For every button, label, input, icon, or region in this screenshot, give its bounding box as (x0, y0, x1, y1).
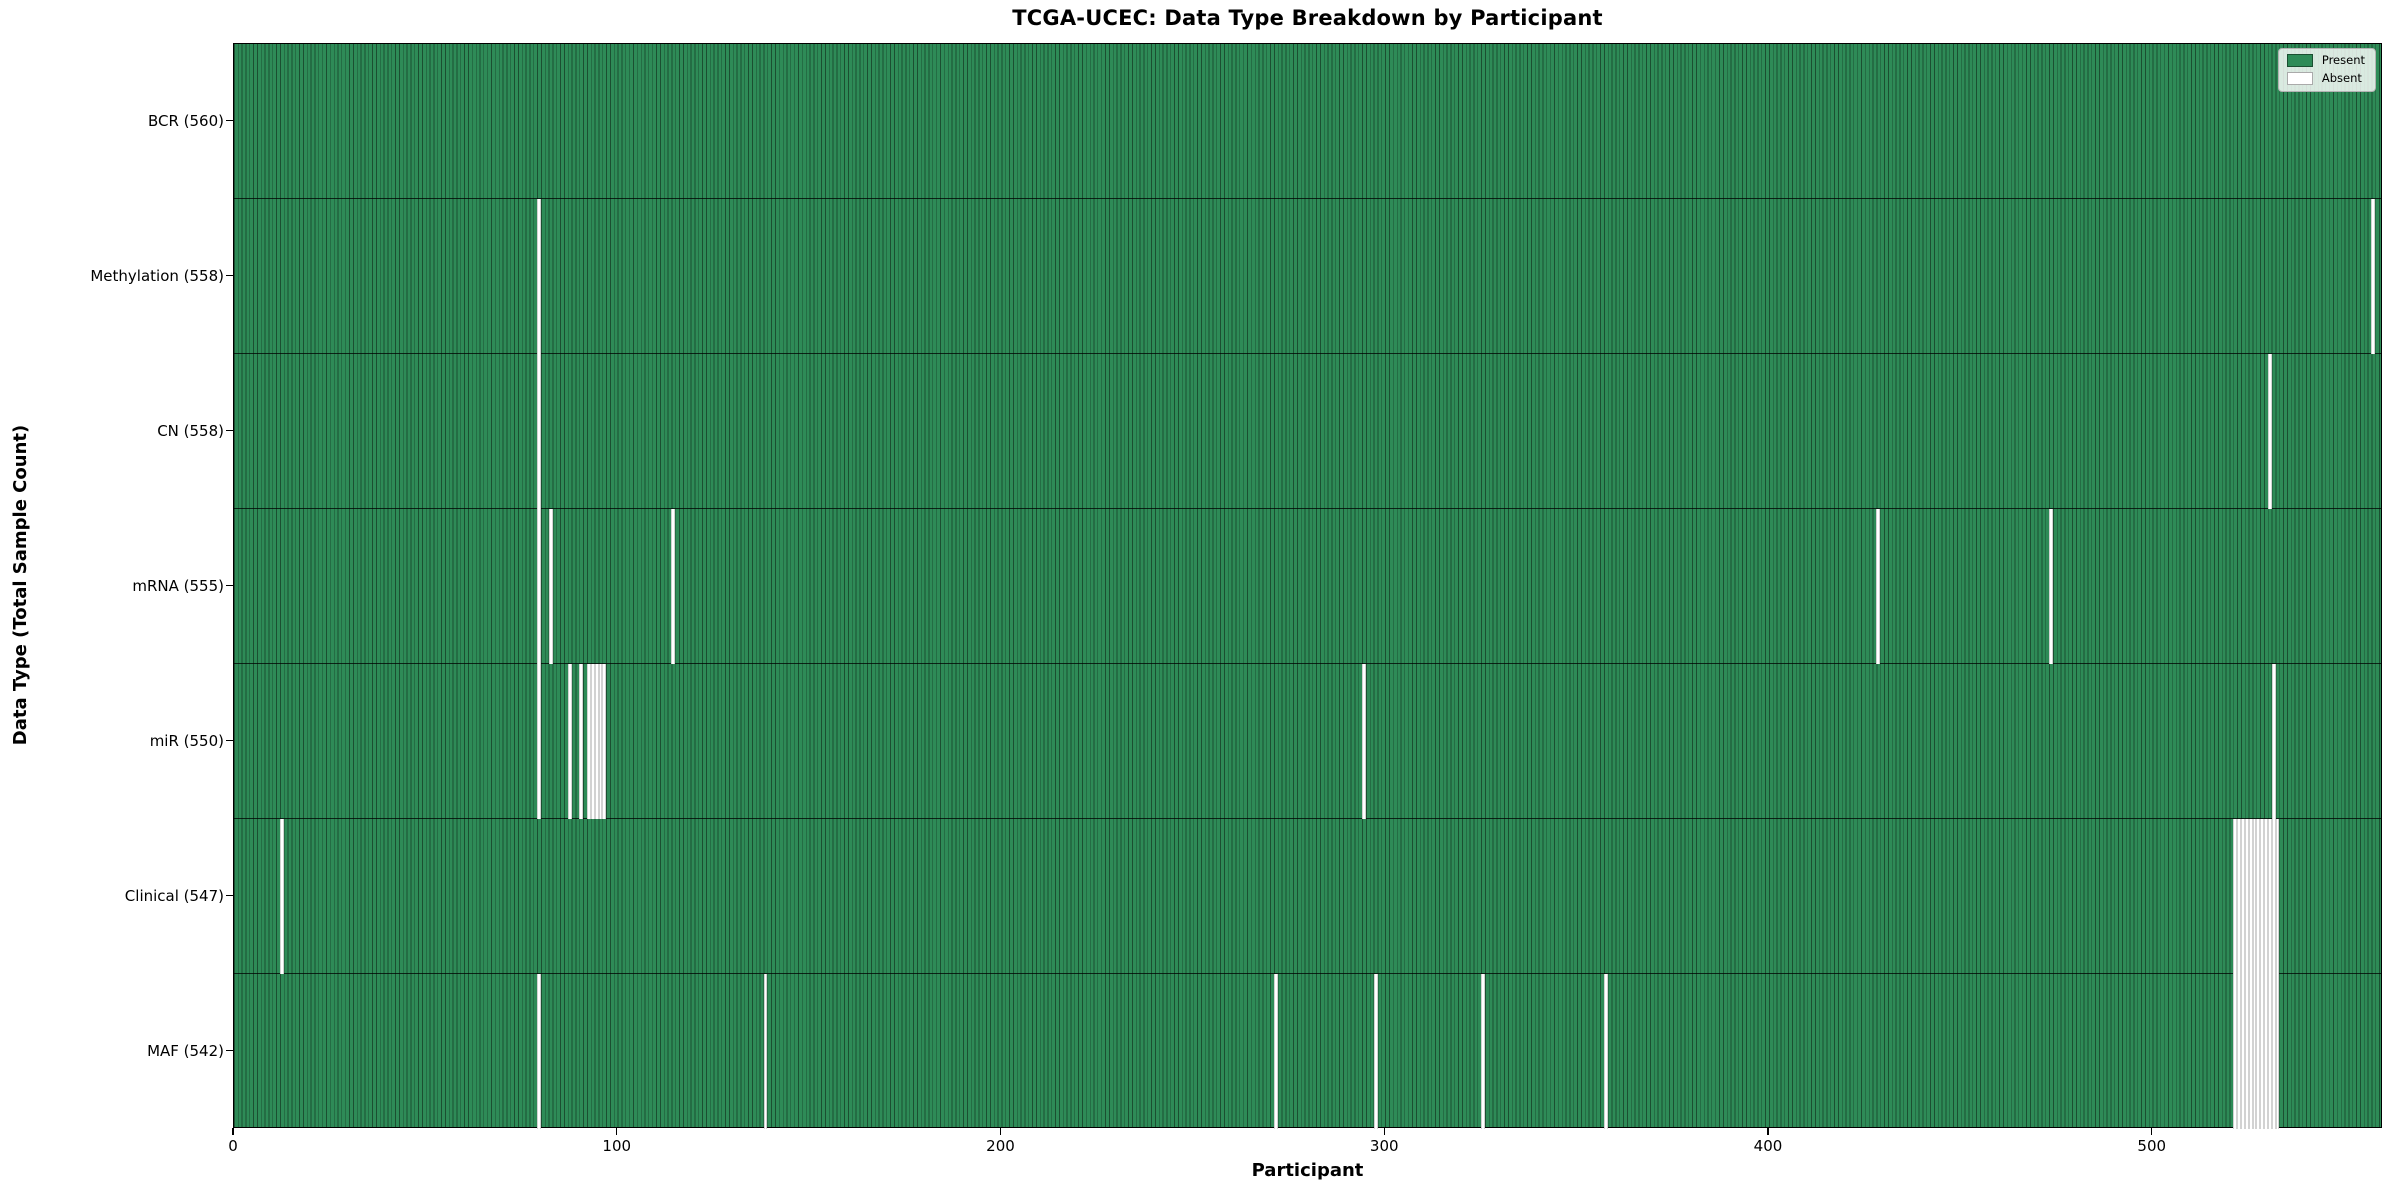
y-tick-mark (226, 119, 233, 122)
absent-bar (2241, 974, 2245, 1129)
absent-bar (2233, 974, 2238, 1129)
datatype-row-cn (234, 354, 2381, 509)
x-tick-mark (2151, 1128, 2153, 1135)
y-tick-mark (226, 584, 233, 587)
absent-bar (537, 354, 541, 509)
absent-bar (2252, 819, 2257, 974)
legend-entry: Present (2286, 53, 2365, 67)
legend: Present Absent (2277, 48, 2376, 92)
x-tick-mark (1767, 1128, 1769, 1135)
legend-swatch-icon (2286, 54, 2313, 67)
absent-bar (2260, 819, 2265, 974)
absent-bar (2271, 664, 2276, 819)
y-tick-mark (226, 429, 233, 432)
x-tick-mark (999, 1128, 1002, 1135)
y-tick-mark (226, 739, 233, 742)
absent-bar (2271, 974, 2276, 1129)
legend-entry: Absent (2286, 71, 2365, 85)
absent-bar (598, 664, 603, 819)
datatype-row-bcr (234, 44, 2381, 199)
absent-bar (594, 664, 599, 819)
x-tick-mark (1383, 1128, 1385, 1135)
x-tick-label: 300 (1369, 1137, 1399, 1155)
absent-bar (537, 974, 541, 1129)
y-tick-mark (226, 1049, 233, 1052)
datatype-row-maf (234, 974, 2381, 1129)
absent-bar (587, 664, 591, 819)
absent-bar (2264, 819, 2268, 974)
absent-bar (2244, 974, 2249, 1129)
datatype-row-clinical (234, 819, 2381, 974)
y-tick-mark (226, 274, 233, 277)
datatype-row-mir (234, 664, 2381, 819)
absent-bar (1362, 664, 1367, 819)
absent-bar (1481, 974, 1486, 1129)
absent-bar (2267, 819, 2272, 974)
x-tick-mark (232, 1128, 234, 1135)
absent-bar (590, 664, 595, 819)
absent-bar (602, 664, 607, 819)
absent-bar (1373, 974, 1378, 1129)
absent-bar (537, 509, 541, 664)
absent-bar (2260, 974, 2265, 1129)
x-tick-label: 200 (986, 1137, 1015, 1155)
x-tick-label: 0 (228, 1137, 238, 1155)
absent-bar (2267, 354, 2272, 509)
legend-label: Present (2321, 53, 2365, 67)
datatype-row-mrna (234, 509, 2381, 664)
absent-bar (2244, 819, 2249, 974)
absent-bar (2049, 509, 2053, 664)
x-tick-label: 400 (1753, 1137, 1783, 1155)
absent-bar (2271, 819, 2276, 974)
chart-title: TCGA-UCEC: Data Type Breakdown by Partic… (1012, 6, 1603, 30)
absent-bar (1273, 974, 1278, 1129)
absent-bar (2233, 819, 2238, 974)
absent-bar (2267, 974, 2272, 1129)
y-tick-label: MAF (542) (147, 1041, 224, 1060)
legend-swatch-icon (2286, 72, 2313, 85)
absent-bar (2237, 974, 2242, 1129)
absent-bar (2264, 974, 2268, 1129)
absent-bar (548, 509, 553, 664)
y-tick-label: Methylation (558) (90, 266, 224, 285)
absent-bar (2371, 199, 2376, 354)
x-tick-label: 100 (602, 1137, 632, 1155)
absent-bar (2248, 974, 2253, 1129)
absent-bar (579, 664, 584, 819)
datatype-row-methylation (234, 199, 2381, 354)
absent-bar (1876, 509, 1881, 664)
y-tick-label: Clinical (547) (124, 886, 224, 905)
absent-bar (1603, 974, 1608, 1129)
absent-bar (2248, 819, 2253, 974)
y-tick-label: miR (550) (149, 731, 224, 750)
x-tick-label: 500 (2137, 1137, 2167, 1155)
absent-bar (2256, 819, 2261, 974)
legend-label: Absent (2321, 71, 2362, 85)
absent-bar (537, 664, 541, 819)
absent-bar (2252, 974, 2257, 1129)
x-axis-label: Participant (1251, 1160, 1364, 1181)
absent-bar (2256, 974, 2261, 1129)
absent-bar (2241, 819, 2245, 974)
y-tick-label: BCR (560) (147, 111, 224, 130)
absent-bar (567, 664, 572, 819)
absent-bar (537, 199, 541, 354)
x-tick-mark (616, 1128, 618, 1135)
y-tick-label: CN (558) (157, 421, 224, 440)
plot-area: Present Absent (233, 43, 2382, 1129)
absent-bar (763, 974, 768, 1129)
absent-bar (2237, 819, 2242, 974)
absent-bar (671, 509, 676, 664)
absent-bar (2275, 819, 2280, 974)
absent-bar (280, 819, 284, 974)
y-tick-mark (226, 894, 233, 897)
absent-bar (2275, 974, 2280, 1129)
y-tick-label: mRNA (555) (132, 576, 224, 595)
